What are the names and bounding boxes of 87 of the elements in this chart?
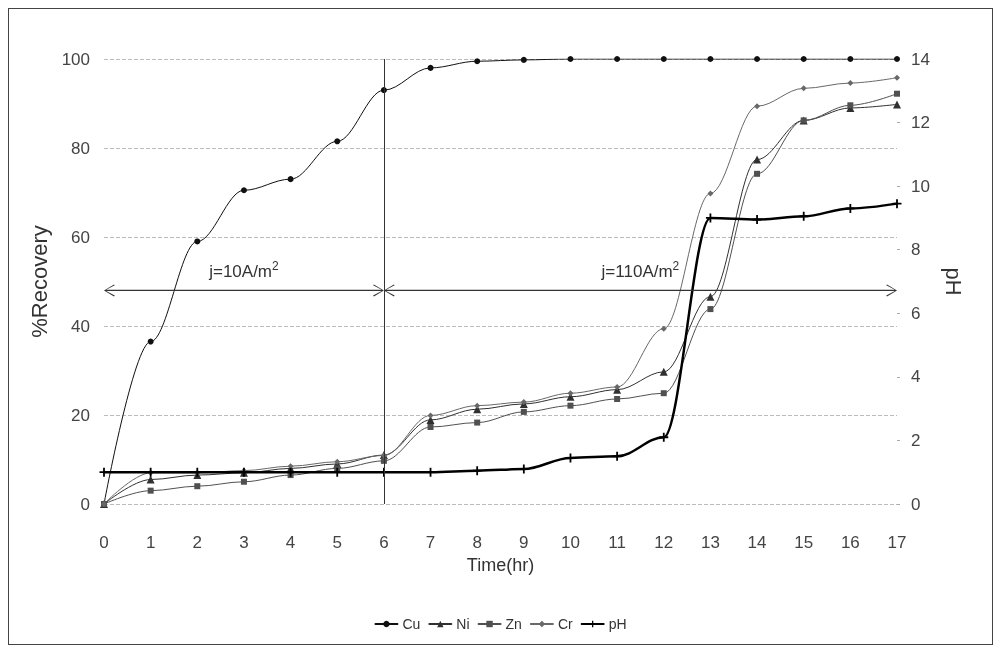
- x-tick-label: 10: [561, 533, 580, 552]
- legend-label: Zn: [505, 616, 522, 632]
- point: [659, 432, 669, 442]
- point: [194, 483, 201, 490]
- legend-label: pH: [608, 616, 627, 632]
- y2-tick-label: 0: [911, 494, 921, 514]
- x-tick-label: 16: [840, 533, 860, 552]
- point: [707, 190, 714, 197]
- y2-tick-label: 14: [911, 49, 930, 69]
- x-tick-label: 7: [425, 533, 436, 552]
- point: [894, 90, 900, 97]
- x-tick-label: 9: [519, 533, 529, 552]
- point: [567, 390, 574, 397]
- point: [659, 367, 668, 376]
- point: [847, 80, 854, 87]
- point: [614, 383, 621, 390]
- point: [893, 100, 901, 109]
- x-tick-label: 4: [285, 533, 296, 552]
- point: [800, 56, 807, 62]
- point: [799, 211, 809, 221]
- y-tick-label: 60: [71, 227, 90, 247]
- point: [147, 338, 154, 345]
- point: [427, 64, 434, 71]
- y2-tick-label: 10: [911, 176, 930, 196]
- point: [845, 203, 855, 213]
- point: [474, 58, 481, 65]
- y2-tick-label: 6: [911, 303, 921, 323]
- x-tick-label: 13: [700, 533, 720, 552]
- x-tick-label: 6: [379, 533, 389, 552]
- y2-tick-label: 12: [911, 113, 930, 133]
- point: [660, 56, 667, 62]
- x-tick-label: 5: [332, 533, 342, 552]
- y-tick-label: 0: [80, 494, 90, 514]
- x-tick-label: 11: [608, 533, 626, 552]
- point: [240, 478, 247, 485]
- x-tick-label: 0: [99, 533, 109, 552]
- y-tick-label: 80: [71, 138, 90, 158]
- point: [520, 56, 527, 63]
- point: [147, 487, 154, 494]
- point: [334, 138, 341, 145]
- y2-tick-label: 4: [911, 367, 921, 387]
- point: [754, 103, 761, 110]
- point: [427, 424, 434, 431]
- x-tick-label: 17: [887, 533, 907, 552]
- point: [754, 170, 761, 177]
- point: [474, 402, 481, 409]
- y-tick-label: 40: [71, 316, 90, 336]
- point: [754, 56, 761, 62]
- point: [660, 325, 667, 332]
- point: [146, 475, 155, 484]
- legend-label: Cu: [402, 616, 421, 632]
- point: [240, 187, 247, 194]
- point: [614, 395, 621, 402]
- x-axis-title: Time(hr): [466, 554, 535, 575]
- y-tick-label: 100: [61, 49, 90, 69]
- point: [427, 412, 434, 419]
- point: [894, 74, 900, 81]
- y2-tick-label: 8: [911, 240, 921, 260]
- y-tick-label: 20: [71, 405, 90, 425]
- point: [567, 56, 574, 62]
- point: [707, 56, 714, 62]
- point: [472, 466, 482, 476]
- point: [847, 56, 854, 62]
- point: [800, 85, 807, 92]
- legend-label: Cr: [557, 616, 573, 632]
- point: [614, 56, 621, 62]
- point: [753, 155, 762, 164]
- x-tick-label: 14: [747, 533, 767, 552]
- point: [612, 451, 622, 461]
- point: [660, 390, 667, 397]
- x-tick-label: 15: [794, 533, 814, 552]
- x-tick-label: 3: [239, 533, 249, 552]
- point: [474, 419, 481, 426]
- point: [706, 292, 715, 301]
- point: [287, 176, 294, 183]
- point: [707, 306, 714, 313]
- x-tick-label: 8: [472, 533, 482, 552]
- x-tick-label: 2: [192, 533, 203, 552]
- x-tick-label: 12: [654, 533, 674, 552]
- point: [520, 408, 527, 415]
- legend-label: Ni: [456, 616, 470, 632]
- point: [567, 402, 574, 409]
- y2-axis-title: pH: [940, 267, 966, 296]
- y-axis-title: %Recovery: [27, 225, 53, 338]
- point: [892, 199, 902, 209]
- y2-tick-label: 2: [911, 430, 921, 450]
- x-tick-label: 1: [145, 533, 156, 552]
